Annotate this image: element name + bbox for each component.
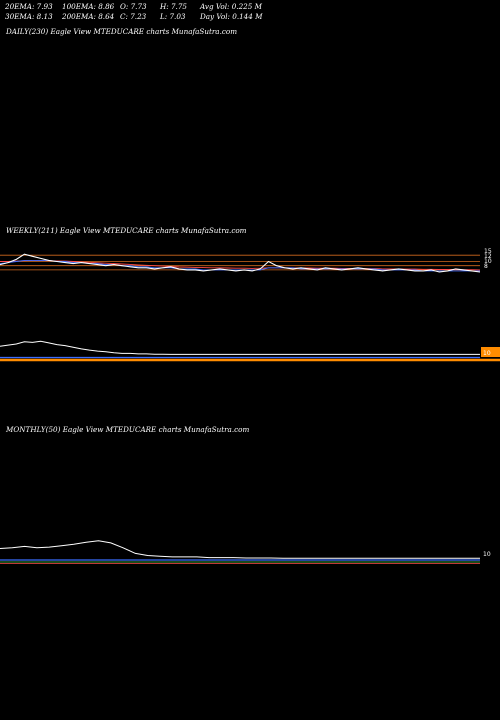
stat-30ema: 30EMA: 8.13 xyxy=(5,12,53,21)
weekly-volume-marker xyxy=(481,347,500,357)
weekly-price-line xyxy=(0,253,481,273)
monthly-price-line xyxy=(0,540,480,559)
stat-close: C: 7.23 xyxy=(120,12,147,21)
weekly-y-tick-label: 8 xyxy=(484,263,488,270)
stat-open: O: 7.73 xyxy=(120,2,147,11)
daily-panel-title: DAILY(230) Eagle View MTEDUCARE charts M… xyxy=(6,27,238,36)
monthly-panel-title: MONTHLY(50) Eagle View MTEDUCARE charts … xyxy=(6,425,250,434)
monthly-volume-label: 10 xyxy=(483,551,491,558)
weekly-y-tick-label: 10 xyxy=(484,258,492,265)
stat-20ema: 20EMA: 7.93 xyxy=(5,2,53,11)
stat-avg-vol: Avg Vol: 0.225 M xyxy=(200,2,262,11)
stat-200ema: 200EMA: 8.64 xyxy=(62,12,115,21)
weekly-volume-line xyxy=(0,340,480,355)
weekly-y-tick-label: 12 xyxy=(484,253,492,260)
stat-day-vol: Day Vol: 0.144 M xyxy=(200,12,263,21)
stat-100ema: 100EMA: 8.86 xyxy=(62,2,115,11)
stat-high: H: 7.75 xyxy=(160,2,187,11)
weekly-panel-title: WEEKLY(211) Eagle View MTEDUCARE charts … xyxy=(6,226,247,235)
stat-low: L: 7.03 xyxy=(160,12,186,21)
weekly-y-tick-label: 15 xyxy=(484,248,492,255)
weekly-volume-label: 10 xyxy=(483,350,491,357)
